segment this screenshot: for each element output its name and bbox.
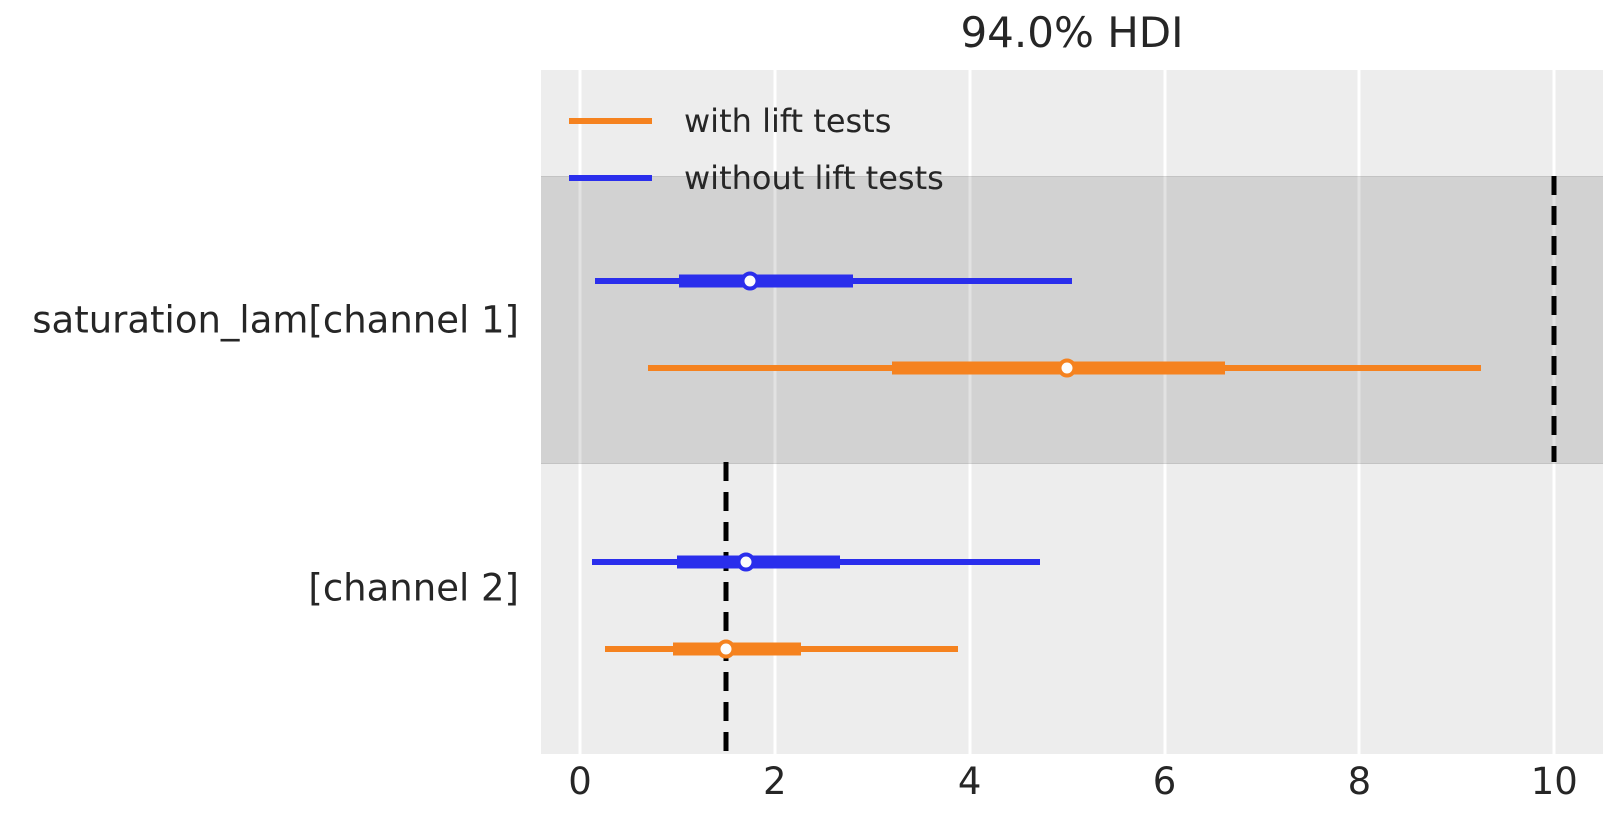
channel-1-shaded-band <box>541 176 1603 464</box>
series-without-lift-tests-row-1 <box>541 70 1603 754</box>
reference-line-row-1 <box>1551 176 1557 462</box>
legend-line-sample-blue <box>569 174 652 181</box>
median-marker-without-lift-tests-row-1 <box>740 271 760 291</box>
legend: with lift tests without lift tests <box>569 92 944 206</box>
legend-line-sample-orange <box>569 117 652 124</box>
legend-label: without lift tests <box>684 158 944 197</box>
series-with-lift-tests-row-2 <box>541 70 1603 754</box>
series-with-lift-tests-row-1 <box>541 70 1603 754</box>
x-tick-label-4: 4 <box>957 760 982 803</box>
median-marker-with-lift-tests-row-1 <box>1057 358 1077 378</box>
reference-line-row-2 <box>723 461 729 754</box>
quartile-interval-without-lift-tests-row-1 <box>679 274 853 288</box>
gridline-x-2 <box>773 70 777 754</box>
quartile-interval-with-lift-tests-row-2 <box>672 642 802 656</box>
y-label-saturation-lam-channel-1: saturation_lam[channel 1] <box>32 298 519 342</box>
x-tick-label-6: 6 <box>1152 760 1177 803</box>
x-tick-label-0: 0 <box>568 760 592 803</box>
median-marker-without-lift-tests-row-2 <box>736 552 756 572</box>
y-label-channel-2: [channel 2] <box>308 566 519 610</box>
gridline-x-6 <box>1163 70 1167 754</box>
gridline-x-0 <box>578 70 582 754</box>
median-marker-with-lift-tests-row-2 <box>716 639 736 659</box>
legend-label: with lift tests <box>684 101 892 140</box>
plot-area: with lift tests without lift tests <box>541 70 1603 754</box>
x-tick-label-10: 10 <box>1530 760 1578 803</box>
legend-item-without-lift-tests: without lift tests <box>569 149 944 206</box>
legend-item-with-lift-tests: with lift tests <box>569 92 944 149</box>
x-tick-label-2: 2 <box>763 760 787 803</box>
gridline-x-8 <box>1357 70 1361 754</box>
chart-title: 94.0% HDI <box>960 8 1184 57</box>
x-tick-label-8: 8 <box>1347 760 1372 803</box>
x-axis-tick-labels: 0 2 4 6 8 10 <box>541 760 1603 810</box>
gridline-x-4 <box>968 70 972 754</box>
series-without-lift-tests-row-2 <box>541 70 1603 754</box>
quartile-interval-without-lift-tests-row-2 <box>677 555 841 569</box>
y-axis-labels: saturation_lam[channel 1] [channel 2] <box>0 70 529 754</box>
